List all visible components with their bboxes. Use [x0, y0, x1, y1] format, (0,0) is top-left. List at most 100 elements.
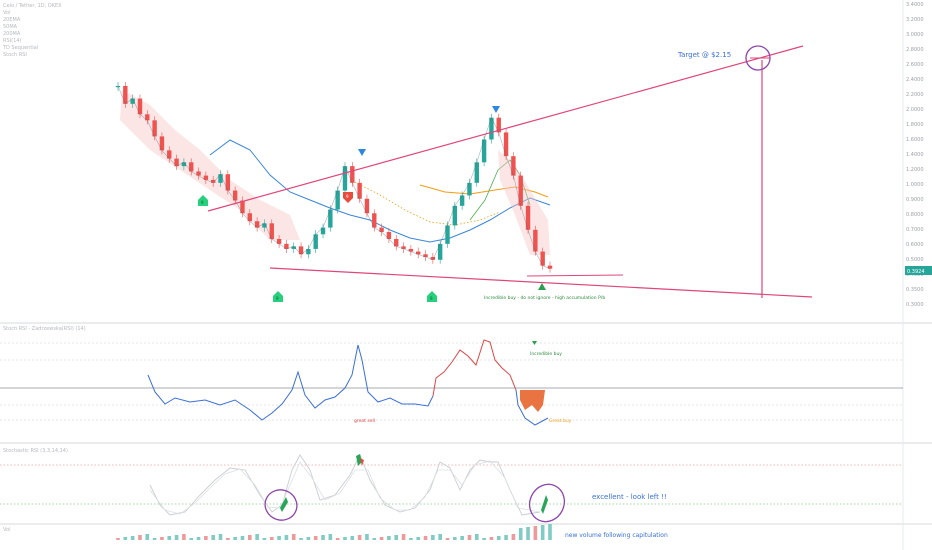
- price-tick-label: 0.9000: [906, 197, 924, 203]
- volume-bar: [511, 534, 516, 540]
- volume-bar: [460, 536, 464, 540]
- lower-trendline[interactable]: [269, 267, 813, 298]
- candle: [159, 136, 165, 151]
- volume-bar: [313, 536, 318, 540]
- price-axis[interactable]: 3.4000 3.2000 3.0000 2.8000 2.6000 2.4000 2.20…: [906, 2, 924, 308]
- indicator-label: 50MA: [3, 24, 18, 30]
- highlight-circle[interactable]: [524, 479, 571, 528]
- candle: [225, 174, 231, 191]
- volume-bar: [489, 537, 494, 540]
- candle: [269, 223, 274, 239]
- td-count: 9: [346, 194, 349, 199]
- td-count: 9: [430, 296, 433, 301]
- volume-bars: [116, 524, 552, 540]
- volume-bar: [365, 534, 369, 540]
- volume-bar: [269, 537, 274, 540]
- candle: [518, 175, 523, 206]
- volume-bar: [152, 538, 157, 540]
- volume-bar: [401, 534, 406, 540]
- volume-bar: [357, 535, 362, 540]
- volume-bar: [284, 535, 289, 540]
- volume-bar: [482, 538, 486, 540]
- last-price-bg: [905, 266, 932, 275]
- volume-bar: [262, 538, 267, 540]
- volume-bar: [321, 535, 325, 540]
- volume-bar: [123, 537, 128, 540]
- volume-bar: [496, 536, 501, 540]
- last-price-badge: 0.3924: [905, 266, 932, 275]
- price-tick-label: 3.4000: [906, 2, 924, 8]
- target-circle[interactable]: [745, 45, 771, 71]
- volume-bar: [350, 536, 355, 540]
- candle: [167, 150, 172, 159]
- volume-bar: [445, 538, 450, 540]
- price-tick-label: 1.2000: [906, 167, 924, 173]
- volume-bar: [116, 538, 120, 540]
- support-line[interactable]: [526, 274, 624, 277]
- td-buy-marker: 9: [427, 291, 437, 302]
- candle: [401, 246, 406, 249]
- price-tick-label: 2.8000: [906, 47, 924, 53]
- indicator-label: Stoch RSI: [3, 52, 27, 58]
- volume-bar: [291, 534, 296, 540]
- rsi-line-up: [432, 339, 517, 397]
- candle: [459, 195, 465, 206]
- candle: [335, 190, 340, 210]
- candle: [218, 174, 223, 183]
- volume-bar: [138, 535, 142, 540]
- td-sell-marker: 9: [343, 192, 353, 203]
- volume-bar: [167, 536, 172, 540]
- volume-bar: [343, 537, 347, 540]
- ma50-line: [209, 139, 551, 243]
- buy-arrow-icon: [532, 341, 537, 345]
- price-line: [117, 85, 551, 269]
- candle: [350, 166, 355, 183]
- highlight-circle[interactable]: [261, 485, 301, 524]
- stoch-d-line: [149, 460, 541, 515]
- volume-bar: [145, 534, 150, 540]
- candle: [342, 166, 348, 191]
- sell-arrow-icon: [492, 106, 500, 113]
- rsi-pane[interactable]: Stoch RSI - Zadrzewska(RSI) (14) Incredi…: [0, 326, 903, 426]
- volume-bar: [533, 526, 538, 540]
- candle: [445, 225, 450, 244]
- price-tick-label: 2.6000: [906, 62, 924, 68]
- main-pane[interactable]: Target @ $2.15 9 9 9 9 Incredible buy - …: [115, 45, 813, 302]
- candle: [298, 246, 304, 255]
- candle: [503, 132, 509, 157]
- stoch-k-line: [149, 453, 541, 516]
- volume-bar: [299, 538, 303, 540]
- price-tick-label: 1.4000: [906, 152, 924, 158]
- candle: [232, 190, 238, 201]
- td-buy-marker: 9: [273, 291, 283, 302]
- candle: [357, 182, 362, 199]
- rsi-great-buy: Great buy: [549, 418, 572, 424]
- price-tick-label: 1.6000: [906, 137, 924, 143]
- candle: [511, 156, 516, 176]
- volume-bar: [182, 534, 186, 540]
- candle: [328, 209, 333, 228]
- candle: [423, 254, 428, 257]
- volume-note: new volume following capitulation: [565, 532, 668, 539]
- volume-bar: [189, 538, 194, 540]
- buy-arrow-icon: [538, 283, 546, 290]
- stoch-excellent-note: excellent - look left !!: [592, 493, 667, 501]
- candle: [416, 251, 421, 255]
- candle: [525, 205, 531, 230]
- volume-bar: [438, 534, 442, 540]
- upper-trendline[interactable]: [207, 45, 804, 212]
- volume-bar: [328, 534, 333, 540]
- bearish-cloud: [498, 150, 550, 255]
- candle: [130, 98, 135, 104]
- stoch-cross-up: [356, 454, 362, 466]
- candle: [203, 175, 209, 180]
- candle: [547, 265, 553, 269]
- indicator-label: Vol: [3, 10, 10, 16]
- stoch-pane[interactable]: Stochastic RSI (3,3,14,14) excellent - l…: [0, 448, 903, 527]
- candle: [240, 200, 245, 214]
- volume-bar: [240, 536, 245, 540]
- volume-pane[interactable]: Vol new volume following capitulation: [3, 524, 668, 540]
- volume-bar: [174, 535, 179, 540]
- price-tick-label: 0.3500: [906, 287, 924, 293]
